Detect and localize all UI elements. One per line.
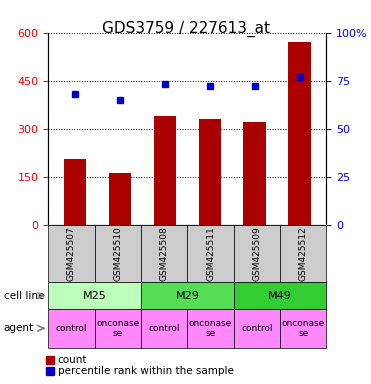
Text: GSM425509: GSM425509 xyxy=(252,226,262,281)
Text: GSM425508: GSM425508 xyxy=(160,226,169,281)
Text: GSM425507: GSM425507 xyxy=(67,226,76,281)
Text: cell line: cell line xyxy=(4,291,44,301)
Text: M25: M25 xyxy=(83,291,106,301)
Text: onconase
se: onconase se xyxy=(189,319,232,338)
Text: M49: M49 xyxy=(268,291,292,301)
Text: M29: M29 xyxy=(175,291,199,301)
Bar xyxy=(243,122,266,225)
Text: count: count xyxy=(58,355,87,365)
Text: agent: agent xyxy=(4,323,34,333)
Bar xyxy=(109,174,131,225)
Bar xyxy=(288,42,311,225)
Text: GSM425510: GSM425510 xyxy=(113,226,122,281)
Text: GSM425511: GSM425511 xyxy=(206,226,215,281)
Text: percentile rank within the sample: percentile rank within the sample xyxy=(58,366,233,376)
Bar xyxy=(154,116,176,225)
Text: GDS3759 / 227613_at: GDS3759 / 227613_at xyxy=(102,21,269,37)
Text: control: control xyxy=(241,324,273,333)
Text: control: control xyxy=(56,324,87,333)
Bar xyxy=(198,119,221,225)
Bar xyxy=(64,159,86,225)
Text: GSM425512: GSM425512 xyxy=(299,226,308,281)
Text: control: control xyxy=(148,324,180,333)
Text: onconase
se: onconase se xyxy=(282,319,325,338)
Text: onconase
se: onconase se xyxy=(96,319,139,338)
